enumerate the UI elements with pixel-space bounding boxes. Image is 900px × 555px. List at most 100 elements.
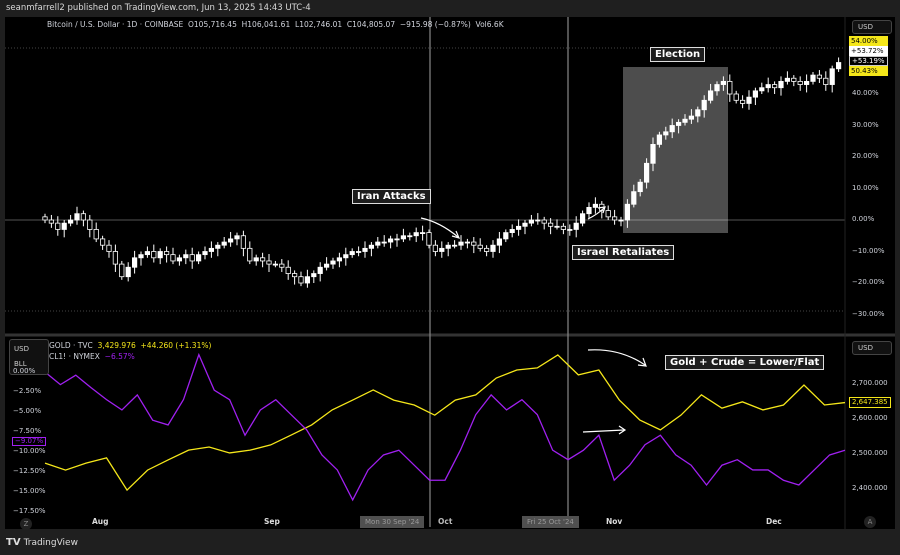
candle [752, 90, 759, 98]
candle [701, 99, 707, 111]
candle [586, 206, 592, 215]
gold-series-line [44, 354, 846, 492]
candle [176, 257, 182, 262]
candle [528, 219, 535, 224]
candle [61, 222, 67, 230]
auto-scale-button[interactable]: A [864, 516, 876, 528]
candle [688, 115, 695, 120]
candle [759, 87, 765, 92]
candle [240, 235, 246, 249]
candle [829, 68, 835, 85]
candle [451, 244, 458, 247]
annotation-election[interactable]: Election [650, 47, 706, 62]
candle [746, 96, 752, 104]
crude-tick-label: −10.00% [13, 447, 46, 455]
gold-tick-label: 2,700.000 [852, 379, 888, 387]
candle [791, 77, 797, 82]
candle [816, 74, 823, 79]
candle [733, 93, 739, 101]
candle [87, 219, 93, 230]
unit-usd[interactable]: USD [14, 345, 29, 353]
candle [138, 254, 144, 259]
candle [259, 257, 266, 262]
candle [804, 81, 810, 85]
arrow-gold-crude-1-icon [587, 349, 646, 366]
candle [772, 84, 778, 89]
candle [407, 235, 413, 238]
candle [170, 254, 176, 262]
price-tags: 54.00% +53.72% +53.19% 50.43% [849, 36, 888, 76]
candle [560, 225, 567, 230]
zoom-button[interactable]: Z [20, 518, 32, 530]
candle [426, 232, 432, 246]
price-tick-label: 20.00% [852, 152, 879, 160]
candle [311, 273, 317, 278]
candle [419, 232, 426, 235]
tradingview-logo[interactable]: TV TradingView [6, 537, 78, 548]
candle [676, 121, 682, 126]
candle [74, 213, 80, 221]
crude-tick-label: −2.50% [13, 387, 42, 395]
crosshair-date-tag-1: Mon 30 Sep '24 [360, 516, 425, 528]
arrow-iran-icon [420, 217, 459, 238]
candle [106, 244, 112, 252]
annotation-israel-retaliates[interactable]: Israel Retaliates [572, 245, 675, 260]
candle [490, 244, 496, 252]
candle [695, 109, 701, 117]
candle [234, 235, 240, 240]
time-label-dec: Dec [766, 517, 782, 526]
candle [189, 254, 195, 262]
candle [253, 257, 259, 262]
candle [291, 273, 298, 278]
candle [516, 225, 522, 230]
lower-pane-unit-box[interactable]: USD BLL [9, 339, 49, 375]
candle [247, 247, 253, 262]
gold-tick-label: 2,400.000 [852, 484, 888, 492]
annotation-gold-crude[interactable]: Gold + Crude = Lower/Flat [665, 355, 825, 370]
candle [42, 216, 48, 221]
time-label-oct: Oct [438, 517, 453, 526]
candle [823, 77, 829, 85]
candle [573, 222, 579, 230]
candle [580, 213, 586, 224]
candle [592, 203, 599, 208]
candle [708, 90, 714, 101]
time-label-sep: Sep [264, 517, 280, 526]
candle [119, 263, 125, 278]
symbol-name: Bitcoin / U.S. Dollar · 1D · COINBASE [47, 20, 184, 29]
candle [797, 81, 803, 85]
candle [93, 229, 99, 240]
price-tick-label: 30.00% [852, 120, 879, 129]
candle [644, 162, 650, 183]
candle [272, 263, 279, 266]
candle [330, 260, 336, 265]
annotation-iran-attacks[interactable]: Iran Attacks [352, 189, 431, 204]
open-value: O105,716.45 [188, 20, 237, 29]
candle [48, 219, 55, 224]
candle [727, 81, 733, 95]
arrows [420, 206, 647, 435]
candle [458, 241, 464, 246]
candle [650, 143, 656, 164]
gold-symbol: GOLD · TVC [49, 341, 93, 350]
unit-bll[interactable]: BLL [14, 360, 27, 368]
candle [637, 181, 643, 193]
candle [355, 251, 362, 253]
candle [535, 219, 541, 222]
price-tag-low: 50.43% [849, 66, 888, 76]
candle [477, 244, 483, 249]
crude-tick-label: 0.00% [13, 367, 36, 375]
lower-axis-currency-button[interactable]: USD [852, 341, 892, 355]
gold-tick-label: 2,600.000 [852, 414, 888, 422]
candle [471, 241, 477, 246]
publisher-line: seanmfarrell2 published on TradingView.c… [6, 3, 311, 13]
candle [183, 254, 189, 259]
price-axis-currency-button[interactable]: USD [852, 20, 892, 34]
candle [432, 244, 439, 252]
candle [343, 254, 349, 259]
candle [266, 260, 272, 265]
time-label-nov: Nov [606, 517, 623, 526]
candle [375, 241, 381, 246]
crude-tick-label: −12.50% [13, 467, 46, 475]
candle [810, 74, 816, 82]
